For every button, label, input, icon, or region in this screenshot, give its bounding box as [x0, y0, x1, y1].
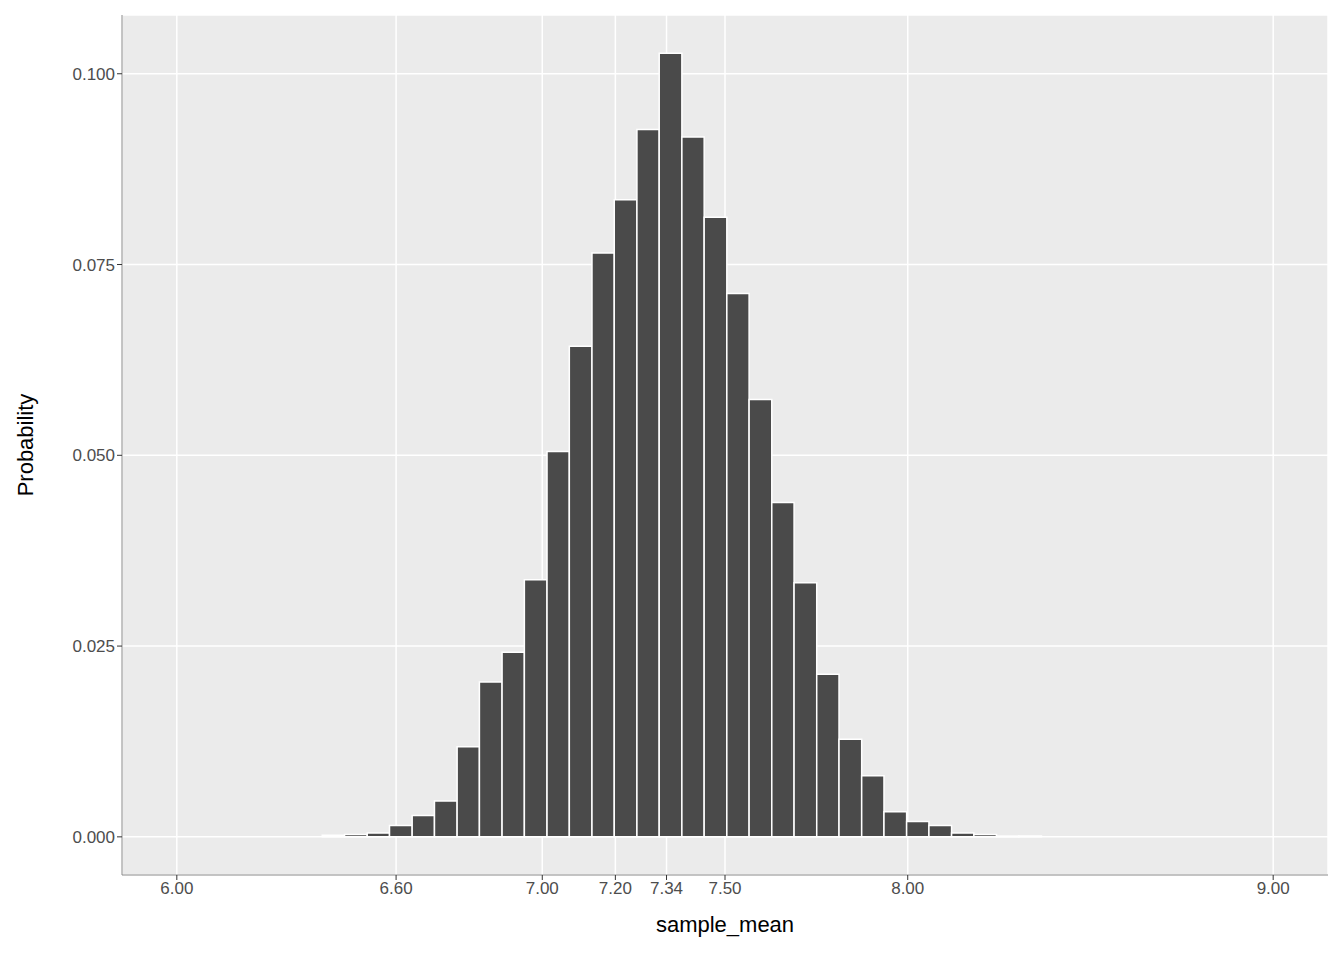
svg-text:7.50: 7.50	[708, 879, 741, 898]
svg-text:0.100: 0.100	[72, 65, 115, 84]
svg-text:0.000: 0.000	[72, 828, 115, 847]
svg-text:0.050: 0.050	[72, 446, 115, 465]
svg-text:6.00: 6.00	[160, 879, 193, 898]
svg-text:6.60: 6.60	[380, 879, 413, 898]
svg-text:7.00: 7.00	[526, 879, 559, 898]
svg-text:7.20: 7.20	[599, 879, 632, 898]
svg-text:0.025: 0.025	[72, 637, 115, 656]
svg-text:9.00: 9.00	[1257, 879, 1290, 898]
svg-text:0.075: 0.075	[72, 256, 115, 275]
svg-text:8.00: 8.00	[891, 879, 924, 898]
svg-text:sample_mean: sample_mean	[656, 912, 794, 937]
svg-text:Probability: Probability	[13, 394, 38, 497]
svg-text:7.34: 7.34	[650, 879, 683, 898]
